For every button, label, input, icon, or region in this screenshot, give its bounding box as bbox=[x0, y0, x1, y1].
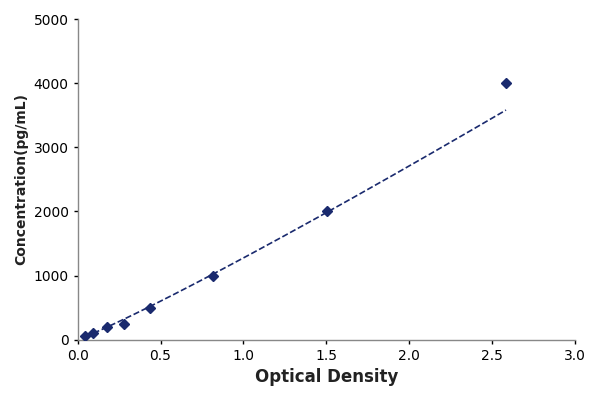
Y-axis label: Concentration(pg/mL): Concentration(pg/mL) bbox=[14, 94, 28, 266]
X-axis label: Optical Density: Optical Density bbox=[254, 368, 398, 386]
